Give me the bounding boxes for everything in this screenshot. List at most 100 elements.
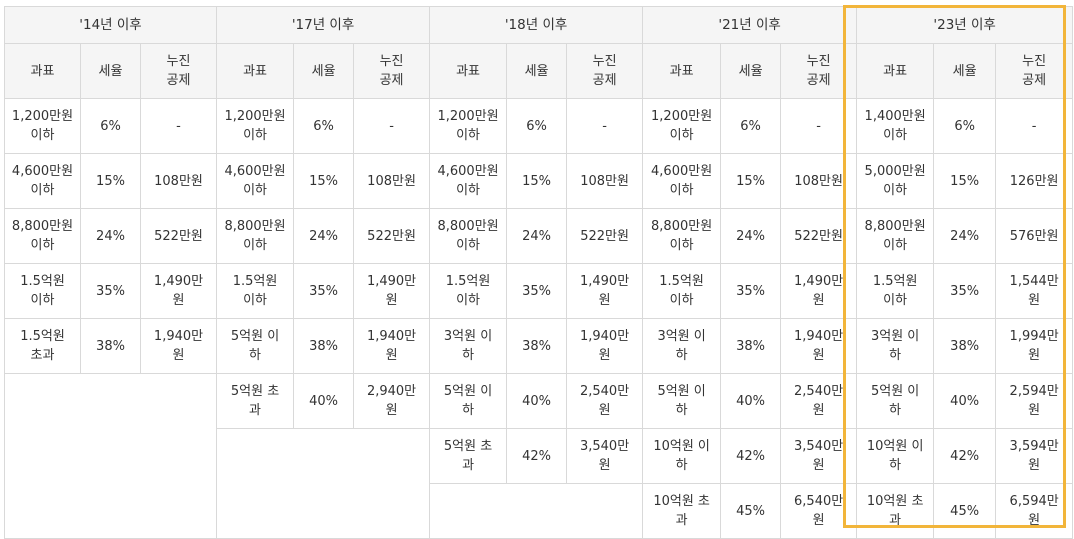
- table-row: 1.5억원 이하 35% 1,490만 원 1.5억원 이하 35% 1,490만 원 1.5억원 이…: [4, 263, 1074, 319]
- empty-cell: [216, 428, 431, 539]
- tax-base-header: 과표: [856, 43, 935, 99]
- tax-base-header: 과표: [216, 43, 295, 99]
- progressive-deduction-header: 누진 공제: [780, 43, 858, 99]
- tax-rate-cell: 6%: [933, 98, 997, 154]
- tax-rate-cell: 40%: [293, 373, 355, 429]
- deduction-cell: 2,540만 원: [780, 373, 858, 429]
- tax-rate-header: 세율: [506, 43, 568, 99]
- deduction-cell: 126만원: [995, 153, 1074, 209]
- tax-rate-cell: 35%: [293, 263, 355, 319]
- tax-rate-cell: 35%: [933, 263, 997, 319]
- tax-base-cell: 1.5억원 초과: [4, 318, 81, 374]
- deduction-cell: 522만원: [566, 208, 644, 264]
- deduction-cell: 1,994만 원: [995, 318, 1074, 374]
- deduction-cell: 3,540만 원: [780, 428, 858, 484]
- tax-rate-cell: 38%: [720, 318, 782, 374]
- tax-base-cell: 1,200만원 이하: [429, 98, 508, 154]
- deduction-cell: 1,490만 원: [353, 263, 431, 319]
- tax-rate-cell: 24%: [933, 208, 997, 264]
- tax-base-cell: 1.5억원 이하: [856, 263, 935, 319]
- tax-rate-cell: 24%: [80, 208, 141, 264]
- period-header-row: '14년 이후 '17년 이후 '18년 이후 '21년 이후 '23년 이후: [3, 6, 1074, 44]
- tax-base-cell: 8,800만원 이하: [216, 208, 295, 264]
- tax-rate-cell: 6%: [506, 98, 568, 154]
- deduction-cell: 1,490만 원: [780, 263, 858, 319]
- table-row: 1,200만원 이하 6% -1,200만원 이하 6% -1,200만원 이하 6% -1,20…: [4, 98, 1074, 154]
- tax-rate-cell: 24%: [506, 208, 568, 264]
- tax-base-cell: 1.5억원 이하: [429, 263, 508, 319]
- progressive-deduction-header: 누진 공제: [353, 43, 431, 99]
- deduction-cell: 2,940만 원: [353, 373, 431, 429]
- deduction-cell: 6,594만 원: [995, 483, 1074, 539]
- tax-base-cell: 8,800만원 이하: [856, 208, 935, 264]
- tax-rate-cell: 45%: [720, 483, 782, 539]
- subheader-row: 과표 세율 누진 공제 과표 세율 누진 공제 과표 세율 누진 공제 과표 세율 누진 공제 과표 세율 누진 공제: [4, 43, 1074, 99]
- tax-rate-cell: 15%: [506, 153, 568, 209]
- tax-base-header: 과표: [429, 43, 508, 99]
- tax-rate-header: 세율: [293, 43, 355, 99]
- tax-rate-cell: 24%: [720, 208, 782, 264]
- table-row: 4,600만원 이하 15% 108만원 4,600만원 이하 15% 108만원 4,600만…: [4, 153, 1074, 209]
- tax-rate-cell: 15%: [933, 153, 997, 209]
- period-header: '18년 이후: [429, 6, 644, 44]
- tax-base-cell: 4,600만원 이하: [429, 153, 508, 209]
- empty-cell: [3, 373, 218, 539]
- deduction-cell: 522만원: [780, 208, 858, 264]
- tax-rate-header: 세율: [80, 43, 141, 99]
- tax-rate-cell: 35%: [506, 263, 568, 319]
- deduction-cell: 3,540만 원: [566, 428, 644, 484]
- tax-base-cell: 1,400만원 이하: [856, 98, 935, 154]
- tax-base-cell: 1,200만원 이하: [4, 98, 81, 154]
- tax-rate-cell: 38%: [933, 318, 997, 374]
- tax-base-cell: 1.5억원 이하: [642, 263, 722, 319]
- progressive-deduction-header: 누진 공제: [995, 43, 1074, 99]
- tax-rate-cell: 38%: [293, 318, 355, 374]
- deduction-cell: -: [566, 98, 644, 154]
- deduction-cell: 108만원: [780, 153, 858, 209]
- deduction-cell: 1,544만 원: [995, 263, 1074, 319]
- deduction-cell: 522만원: [353, 208, 431, 264]
- period-header: '17년 이후: [216, 6, 431, 44]
- tax-base-cell: 8,800만원 이하: [4, 208, 81, 264]
- deduction-cell: 3,594만 원: [995, 428, 1074, 484]
- tax-rate-cell: 38%: [506, 318, 568, 374]
- progressive-deduction-header: 누진 공제: [139, 43, 218, 99]
- deduction-cell: -: [995, 98, 1074, 154]
- deduction-cell: 1,940만 원: [139, 318, 218, 374]
- tax-rate-cell: 38%: [80, 318, 141, 374]
- tax-base-header: 과표: [4, 43, 81, 99]
- tax-rate-cell: 15%: [293, 153, 355, 209]
- tax-bracket-table: '14년 이후 '17년 이후 '18년 이후 '21년 이후 '23년 이후 과표 세율 누…: [3, 6, 1074, 539]
- tax-rate-cell: 42%: [720, 428, 782, 484]
- tax-rate-cell: 35%: [80, 263, 141, 319]
- empty-cell: [429, 483, 644, 539]
- tax-base-cell: 1,200만원 이하: [216, 98, 295, 154]
- tax-rate-cell: 35%: [720, 263, 782, 319]
- tax-rate-cell: 45%: [933, 483, 997, 539]
- deduction-cell: 576만원: [995, 208, 1074, 264]
- period-header: '14년 이후: [3, 6, 218, 44]
- tax-base-header: 과표: [642, 43, 722, 99]
- tax-base-cell: 4,600만원 이하: [4, 153, 81, 209]
- tax-base-cell: 1.5억원 이하: [4, 263, 81, 319]
- tax-rate-cell: 42%: [506, 428, 568, 484]
- tax-base-cell: 1.5억원 이하: [216, 263, 295, 319]
- deduction-cell: 108만원: [139, 153, 218, 209]
- tax-rate-cell: 42%: [933, 428, 997, 484]
- deduction-cell: 2,540만 원: [566, 373, 644, 429]
- tax-rate-header: 세율: [720, 43, 782, 99]
- tax-base-cell: 5,000만원 이하: [856, 153, 935, 209]
- progressive-deduction-header: 누진 공제: [566, 43, 644, 99]
- table-row: 5억원 초 과 40% 2,940만 원 5억원 이 하 40% 2,540만 원 5억원 이 하 40…: [3, 373, 1074, 539]
